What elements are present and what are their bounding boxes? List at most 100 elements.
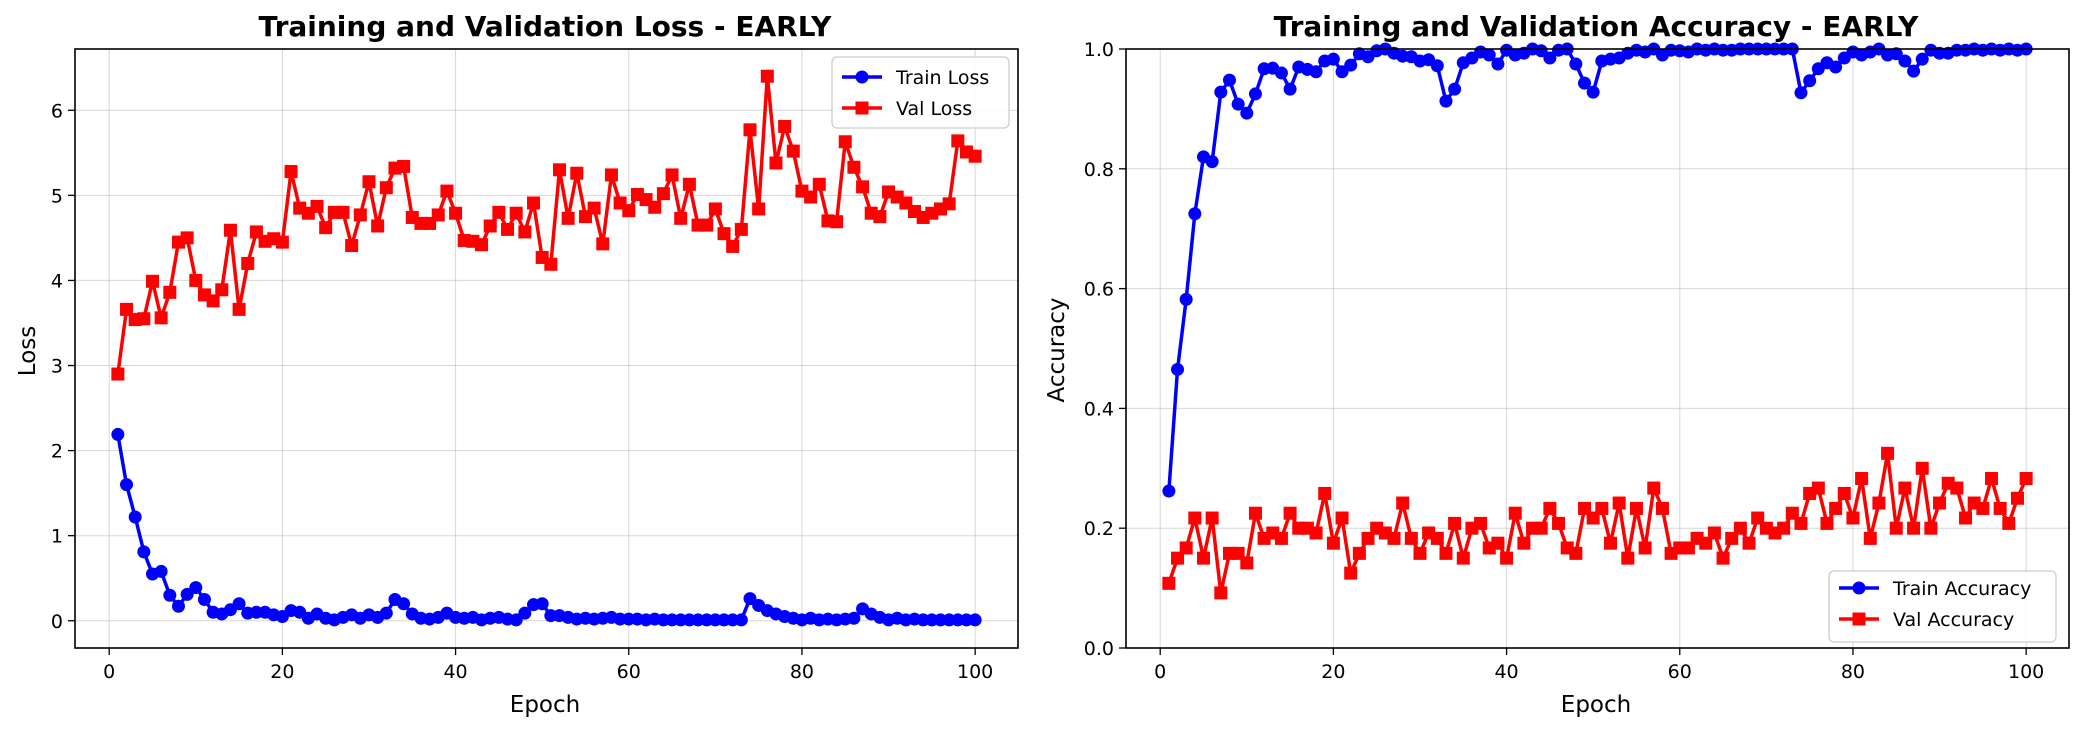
accuracy-y-tick-label: 0.4	[1084, 398, 1114, 420]
val-loss-point	[812, 177, 826, 191]
val-accuracy-point	[1621, 551, 1635, 565]
loss-x-tick-label: 20	[270, 661, 294, 683]
loss-series	[111, 69, 982, 627]
accuracy-y-ticks: 0.0 0.2 0.4 0.6 0.8 1.0	[1084, 39, 1126, 660]
val-loss-point	[146, 274, 160, 288]
val-loss-point	[379, 181, 393, 195]
val-accuracy-point	[1915, 461, 1929, 475]
val-loss-point	[163, 285, 177, 299]
val-loss-point	[397, 159, 411, 173]
val-loss-point	[648, 200, 662, 214]
val-loss-point	[275, 235, 289, 249]
val-loss-point	[345, 239, 359, 253]
loss-y-axis-label: Loss	[15, 326, 41, 376]
loss-chart: Training and Validation Loss - EARLY Epo…	[15, 10, 1019, 718]
val-accuracy-point	[1716, 551, 1730, 565]
accuracy-y-tick-label: 0.2	[1084, 518, 1114, 540]
loss-grid	[75, 49, 1018, 648]
val-loss-point	[319, 221, 333, 235]
val-accuracy-point	[1811, 481, 1825, 495]
val-loss-point	[137, 312, 151, 326]
train-loss-point	[379, 606, 393, 620]
val-loss-point	[111, 367, 125, 381]
val-accuracy-point	[1751, 511, 1765, 525]
val-loss-point	[587, 201, 601, 215]
train-loss-point	[171, 599, 185, 613]
loss-y-tick-label: 0	[51, 611, 63, 633]
train-accuracy-point	[1344, 58, 1358, 72]
val-accuracy-point	[1491, 536, 1505, 550]
val-accuracy-point	[1647, 481, 1661, 495]
train-loss-point	[137, 545, 151, 559]
val-accuracy-point	[1474, 516, 1488, 530]
accuracy-y-tick-label: 0.8	[1084, 159, 1114, 181]
val-accuracy-point	[1335, 511, 1349, 525]
val-loss-point	[700, 218, 714, 232]
val-accuracy-point	[1993, 501, 2007, 515]
train-accuracy-point	[1586, 85, 1600, 99]
val-accuracy-point	[1785, 506, 1799, 520]
train-accuracy-point	[1915, 52, 1929, 66]
val-loss-point	[371, 219, 385, 233]
val-loss-point	[561, 211, 575, 225]
train-loss-point	[518, 606, 532, 620]
val-accuracy-point	[1552, 516, 1566, 530]
val-loss-point	[838, 135, 852, 149]
val-loss-point	[120, 302, 134, 316]
val-loss-point	[310, 199, 324, 213]
loss-chart-title: Training and Validation Loss - EARLY	[259, 10, 833, 43]
val-accuracy-point	[1612, 496, 1626, 510]
train-loss-point	[535, 597, 549, 611]
val-accuracy-point	[1855, 471, 1869, 485]
train-accuracy-point	[1491, 57, 1505, 71]
train-loss-point	[128, 510, 142, 524]
val-loss-point	[189, 273, 203, 287]
val-accuracy-point	[1274, 531, 1288, 545]
val-accuracy-point	[2002, 516, 2016, 530]
val-loss-point	[682, 177, 696, 191]
train-accuracy-point	[1188, 207, 1202, 221]
val-loss-point	[492, 205, 506, 219]
train-loss-point	[968, 613, 982, 627]
train-accuracy-point	[1231, 97, 1245, 111]
accuracy-x-tick-label: 60	[1668, 661, 1692, 683]
val-accuracy-point	[1205, 511, 1219, 525]
val-accuracy-point	[1283, 506, 1297, 520]
val-accuracy-point	[1569, 546, 1583, 560]
legend-val-loss-label: Val Loss	[896, 98, 972, 120]
train-accuracy-point	[1829, 60, 1843, 74]
val-loss-point	[284, 165, 298, 179]
val-accuracy-point	[1950, 481, 1964, 495]
train-loss-point	[197, 593, 211, 607]
val-loss-point	[830, 215, 844, 229]
val-accuracy-point	[1898, 481, 1912, 495]
val-loss-point	[708, 202, 722, 216]
val-loss-point	[968, 149, 982, 163]
val-loss-point	[674, 211, 688, 225]
val-accuracy-point	[1725, 531, 1739, 545]
val-loss-point	[544, 257, 558, 271]
val-accuracy-point	[1881, 446, 1895, 460]
val-loss-point	[778, 119, 792, 133]
val-loss-point	[760, 69, 774, 83]
train-accuracy-point	[1214, 85, 1228, 99]
accuracy-x-tick-label: 80	[1841, 661, 1865, 683]
val-loss-point	[942, 197, 956, 211]
train-accuracy-point	[1482, 48, 1496, 62]
val-accuracy-point	[1248, 506, 1262, 520]
train-accuracy-point	[1274, 66, 1288, 80]
val-loss-point	[656, 187, 670, 201]
loss-legend-box	[831, 56, 1010, 129]
train-accuracy-point	[1222, 73, 1236, 87]
val-accuracy-point	[1448, 516, 1462, 530]
accuracy-x-ticks: 0 20 40 60 80 100	[1154, 648, 2044, 683]
val-loss-point	[604, 168, 618, 182]
train-accuracy-point	[1326, 52, 1340, 66]
loss-y-tick-label: 2	[51, 441, 63, 463]
val-accuracy-point	[1456, 551, 1470, 565]
accuracy-x-tick-label: 20	[1321, 661, 1345, 683]
accuracy-y-tick-label: 0.6	[1084, 279, 1114, 301]
val-loss-point	[786, 144, 800, 158]
train-loss-point	[847, 611, 861, 625]
val-accuracy-point	[1655, 501, 1669, 515]
